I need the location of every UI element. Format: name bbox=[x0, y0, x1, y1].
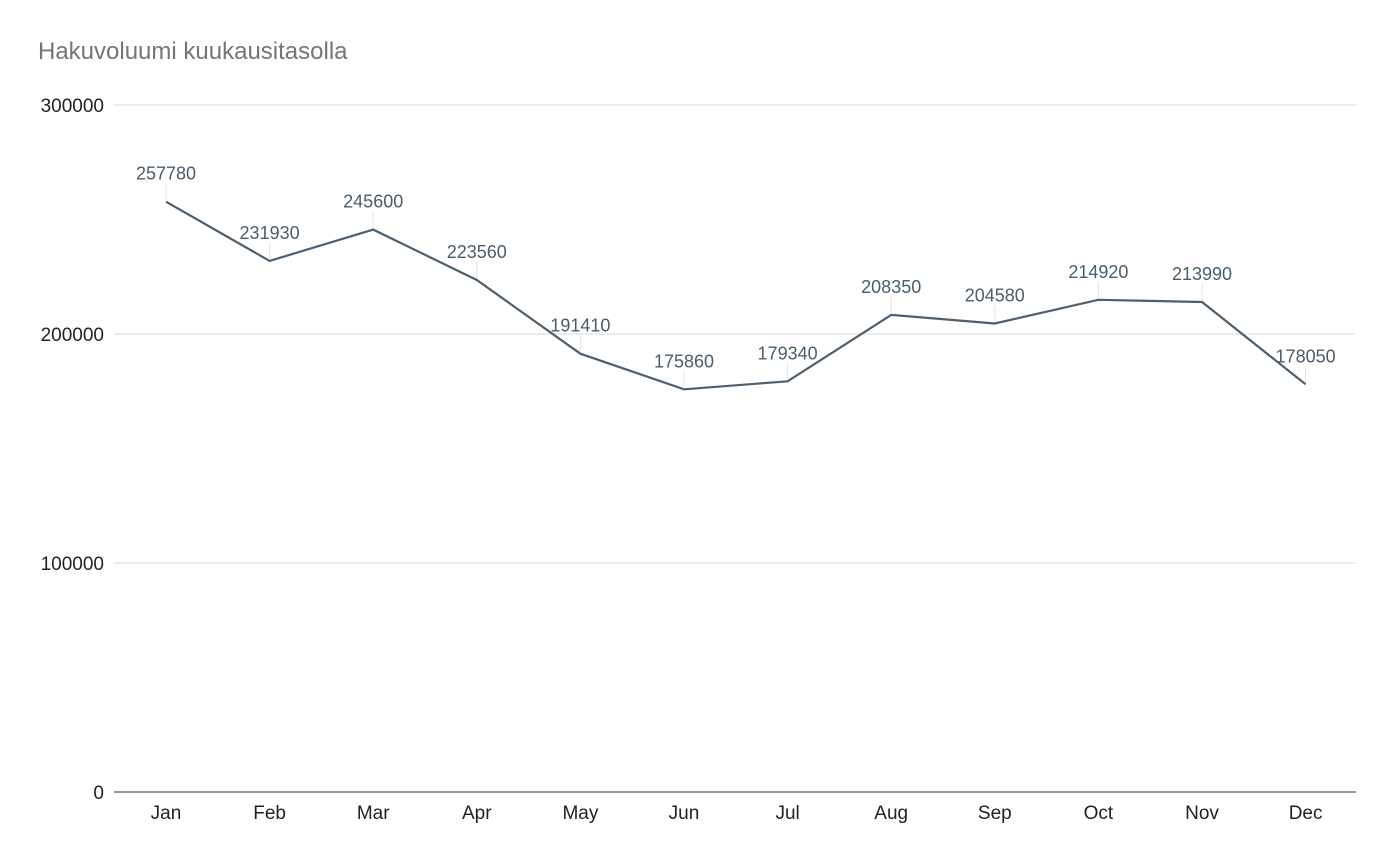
x-tick-label: Dec bbox=[1289, 803, 1323, 824]
x-tick-label: Jul bbox=[775, 803, 799, 824]
data-label: 231930 bbox=[240, 223, 300, 243]
y-tick-label: 0 bbox=[93, 783, 104, 804]
chart-title: Hakuvoluumi kuukausitasolla bbox=[38, 38, 348, 65]
data-label: 223560 bbox=[447, 242, 507, 262]
data-label: 213990 bbox=[1172, 264, 1232, 284]
x-tick-label: Apr bbox=[462, 803, 492, 824]
y-tick-label: 300000 bbox=[41, 96, 104, 117]
x-tick-label: Mar bbox=[357, 803, 390, 824]
data-label: 214920 bbox=[1068, 262, 1128, 282]
data-label: 257780 bbox=[136, 164, 196, 184]
x-tick-label: Oct bbox=[1084, 803, 1114, 824]
data-label: 179340 bbox=[758, 343, 818, 363]
x-tick-label: Feb bbox=[253, 803, 286, 824]
x-tick-label: Aug bbox=[874, 803, 908, 824]
x-tick-label: May bbox=[562, 803, 598, 824]
x-tick-label: Jan bbox=[151, 803, 182, 824]
x-tick-label: Jun bbox=[669, 803, 700, 824]
y-tick-label: 200000 bbox=[41, 325, 104, 346]
data-label: 178050 bbox=[1276, 346, 1336, 366]
data-label: 175860 bbox=[654, 351, 714, 371]
data-label: 245600 bbox=[343, 192, 403, 212]
data-label: 204580 bbox=[965, 286, 1025, 306]
series-line bbox=[165, 200, 1307, 391]
y-tick-label: 100000 bbox=[41, 554, 104, 575]
x-tick-label: Sep bbox=[978, 803, 1012, 824]
x-tick-label: Nov bbox=[1185, 803, 1219, 824]
data-label: 208350 bbox=[861, 277, 921, 297]
data-label: 191410 bbox=[550, 316, 610, 336]
